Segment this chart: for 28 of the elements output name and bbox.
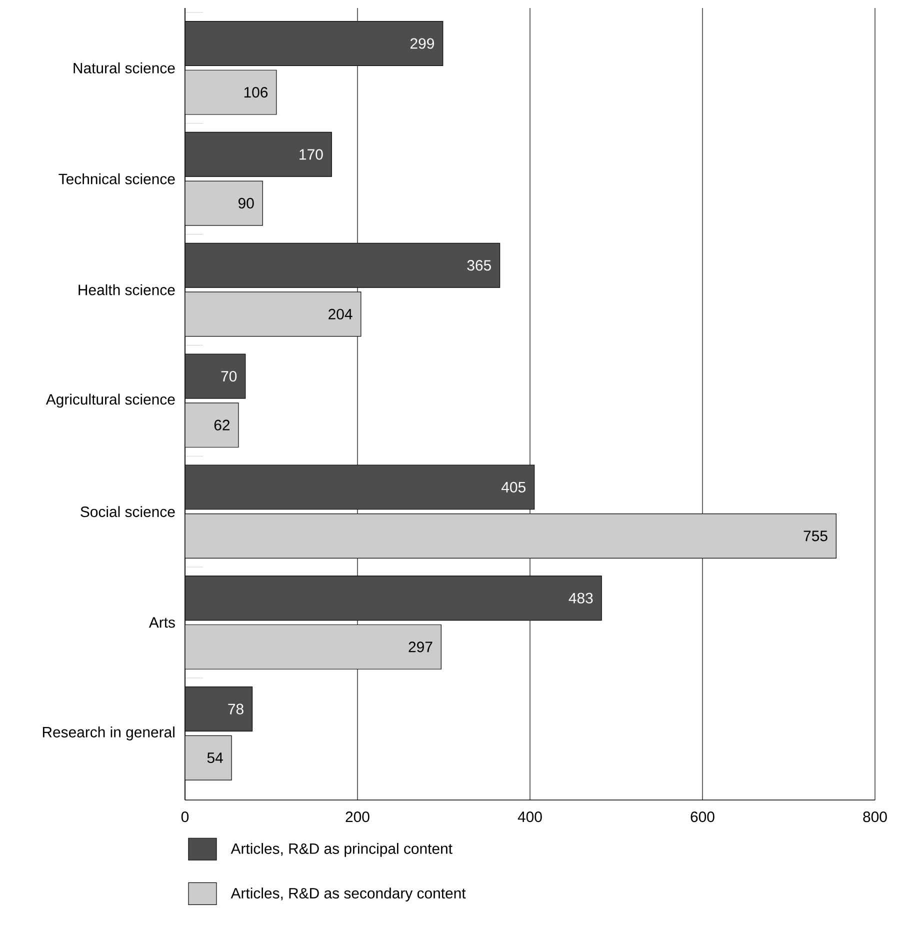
- y-tick-label: Social science: [80, 506, 175, 518]
- y-tick-label: Agricultural science: [46, 394, 175, 408]
- x-tick-label: 800: [863, 812, 887, 822]
- data-label: 299: [410, 38, 434, 49]
- data-label: 62: [214, 420, 230, 430]
- data-label: 90: [238, 198, 254, 209]
- data-label: 204: [328, 308, 352, 320]
- x-tick-label: 600: [690, 812, 714, 822]
- y-tick-label: Research in general: [42, 726, 174, 740]
- x-tick-label: 0: [181, 812, 189, 822]
- data-label: 70: [221, 370, 237, 382]
- legend-label: Articles, R&D as principal content: [230, 842, 452, 857]
- data-label: 106: [244, 87, 268, 98]
- y-tick-label: Health science: [78, 284, 175, 296]
- data-label: 755: [804, 530, 828, 542]
- y-tick-label: Natural science: [74, 62, 175, 74]
- data-label: 405: [502, 482, 526, 492]
- data-label: 170: [300, 149, 323, 160]
- y-tick-label: Technical science: [58, 173, 175, 184]
- data-label: 78: [228, 704, 244, 714]
- data-label: 54: [207, 752, 223, 764]
- x-tick-label: 400: [518, 812, 542, 822]
- data-label: 297: [408, 642, 432, 652]
- x-tick-label: 200: [346, 812, 370, 822]
- legend-label: Articles, R&D as secondary content: [230, 888, 466, 902]
- data-label: 483: [568, 592, 593, 604]
- y-tick-label: Arts: [148, 617, 175, 628]
- data-label: 365: [467, 260, 491, 271]
